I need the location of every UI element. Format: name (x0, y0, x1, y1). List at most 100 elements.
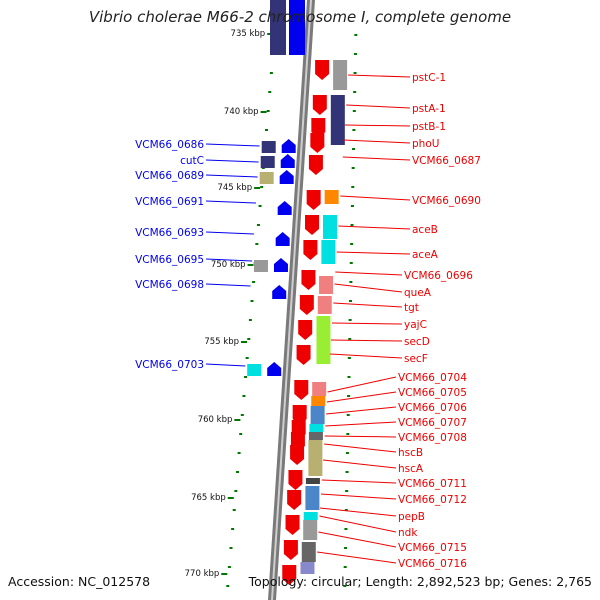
gene-label-left: VCM66_0691 (135, 196, 204, 208)
label-leader (324, 435, 397, 438)
function-block (303, 512, 318, 520)
label-leader (342, 156, 411, 161)
scale-dot (227, 566, 231, 568)
forward-gene-arrow (273, 258, 288, 272)
guide-dot (343, 566, 347, 568)
scale-dot (240, 414, 244, 416)
scale-dot (242, 395, 246, 397)
reverse-gene-arrow (310, 133, 325, 153)
guide-dot (353, 91, 357, 93)
gene-label-right: VCM66_0712 (398, 494, 467, 506)
scale-dot (255, 243, 259, 245)
scale-tick-label: 770 kbp (185, 569, 220, 579)
reverse-gene-arrow (306, 190, 321, 210)
guide-dot (350, 243, 354, 245)
label-leader (338, 225, 411, 230)
scale-tick-mark (241, 341, 248, 343)
scale-tick-label: 750 kbp (211, 260, 246, 270)
gene-label-right: ndk (398, 527, 418, 539)
guide-dot (349, 281, 353, 283)
scale-tick-label: 755 kbp (204, 337, 239, 347)
gene-label-right: VCM66_0696 (404, 270, 473, 282)
function-block (311, 396, 326, 406)
forward-gene-arrow (277, 201, 292, 215)
reverse-gene-arrow (308, 155, 323, 175)
function-block (319, 276, 334, 294)
reverse-gene-arrow (290, 445, 305, 465)
reverse-gene-arrow (305, 215, 320, 235)
scale-dot (237, 452, 241, 454)
gene-label-right: pepB (398, 511, 425, 523)
label-leader (326, 406, 397, 415)
gene-label-right: pstB-1 (412, 121, 446, 133)
reverse-gene-arrow (315, 60, 330, 80)
guide-dot (347, 376, 351, 378)
reverse-gene-arrow (301, 270, 316, 290)
guide-dot (346, 414, 350, 416)
gene-label-right: VCM66_0705 (398, 387, 467, 399)
gene-label-left: cutC (180, 155, 204, 167)
gene-label-right: VCM66_0711 (398, 478, 467, 490)
scale-tick-label: 760 kbp (198, 415, 233, 425)
gene-label-right: VCM66_0687 (412, 155, 481, 167)
function-block (333, 60, 348, 90)
function-block (308, 440, 323, 476)
function-block (259, 172, 274, 184)
scale-dot (231, 528, 235, 530)
scale-dot (268, 91, 272, 93)
gene-label-right: hscB (398, 447, 423, 459)
scale-dot (229, 547, 233, 549)
label-leader (205, 174, 258, 178)
feature-block (270, 0, 286, 55)
label-leader (331, 322, 403, 325)
forward-gene-arrow (272, 285, 287, 299)
feature-arrow (289, 0, 305, 55)
scale-dot (260, 186, 264, 188)
guide-dot (346, 433, 350, 435)
function-block (330, 95, 345, 145)
label-leader (205, 159, 259, 163)
gene-label-right: aceB (412, 224, 438, 236)
label-leader (318, 531, 397, 548)
function-block (301, 542, 316, 562)
reverse-gene-arrow (282, 565, 297, 585)
function-block (247, 364, 262, 376)
guide-dot (354, 34, 358, 36)
function-block (317, 296, 332, 314)
gene-label-right: VCM66_0704 (398, 372, 467, 384)
gene-label-right: VCM66_0715 (398, 542, 467, 554)
guide-dot (345, 471, 349, 473)
function-block (321, 240, 336, 264)
guide-dot (353, 72, 357, 74)
scale-dot (239, 433, 243, 435)
function-block (312, 382, 327, 396)
gene-label-left: VCM66_0693 (135, 227, 204, 239)
scale-tick-mark (234, 419, 241, 421)
guide-dot (352, 110, 356, 112)
function-block (300, 562, 315, 574)
scale-dot (252, 281, 256, 283)
function-block (261, 141, 276, 153)
topology-text: Topology: circular; Length: 2,892,523 bp… (248, 574, 592, 589)
guide-dot (347, 395, 351, 397)
label-leader (319, 507, 397, 517)
scale-dot (235, 471, 239, 473)
label-leader (327, 376, 397, 393)
label-leader (205, 363, 246, 367)
gene-label-right: VCM66_0690 (412, 195, 481, 207)
gene-label-left: VCM66_0703 (135, 359, 204, 371)
map-title: Vibrio cholerae M66-2 chromosome I, comp… (88, 8, 512, 26)
guide-dot (352, 148, 356, 150)
guide-dot (353, 53, 357, 55)
gene-label-right: queA (404, 287, 432, 299)
scale-tick-label: 745 kbp (217, 183, 252, 193)
guide-dot (351, 167, 355, 169)
function-block (324, 190, 339, 204)
label-leader (330, 339, 403, 342)
gene-label-right: VCM66_0716 (398, 558, 467, 570)
label-leader (205, 231, 254, 235)
label-leader (320, 493, 397, 500)
scale-dot (232, 509, 236, 511)
guide-dot (349, 300, 352, 302)
gene-label-left: VCM66_0698 (135, 279, 204, 291)
